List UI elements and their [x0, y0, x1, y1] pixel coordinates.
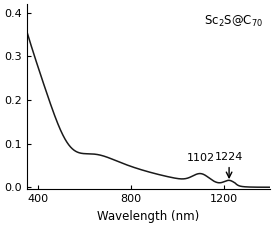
Text: 1102: 1102	[187, 153, 215, 163]
X-axis label: Wavelength (nm): Wavelength (nm)	[97, 210, 199, 223]
Text: 1224: 1224	[215, 152, 243, 178]
Text: Sc$_2$S@C$_{70}$: Sc$_2$S@C$_{70}$	[204, 13, 262, 29]
